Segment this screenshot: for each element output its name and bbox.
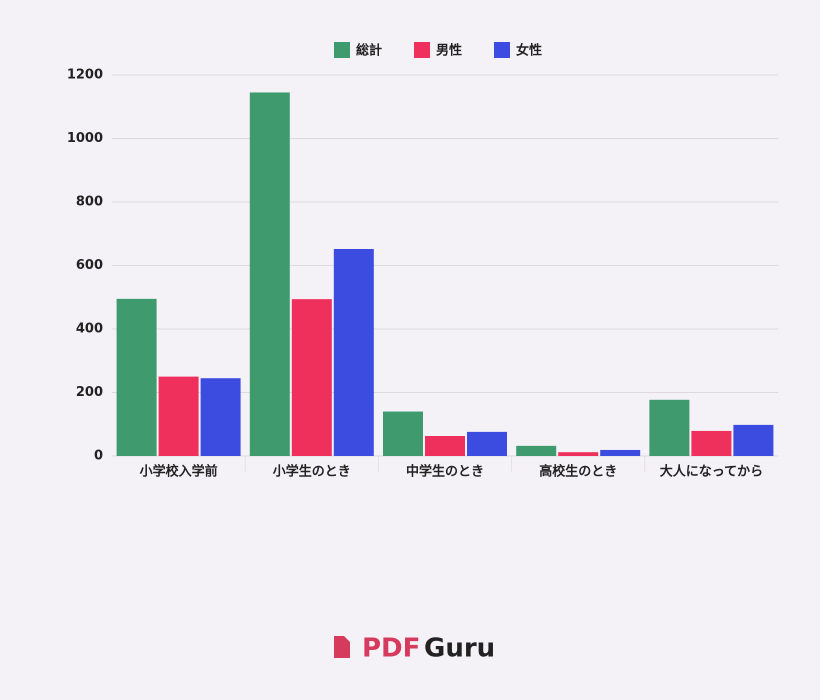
legend-label: 男性 — [436, 43, 462, 59]
x-tick-label: 大人になってから — [660, 464, 763, 480]
bar — [733, 424, 774, 456]
bar — [333, 248, 374, 456]
y-tick-label: 0 — [94, 449, 103, 464]
bar — [249, 92, 290, 457]
bar — [200, 378, 241, 456]
legend-swatch — [334, 42, 350, 58]
legend-swatch — [494, 42, 510, 58]
bar — [600, 449, 641, 456]
legend: 総計 男性 女性 — [334, 42, 542, 59]
x-tick-label: 高校生のとき — [539, 464, 617, 480]
bar — [291, 299, 332, 456]
bar — [116, 298, 157, 456]
legend-label: 女性 — [516, 43, 542, 59]
legend-swatch — [414, 42, 430, 58]
y-tick-label: 800 — [76, 195, 103, 210]
bar — [558, 452, 599, 456]
bar — [516, 445, 557, 456]
x-tick-label: 中学生のとき — [406, 464, 484, 480]
legend-label: 総計 — [356, 43, 382, 59]
logo-mark: PDF — [362, 634, 420, 664]
x-tick-label: 小学校入学前 — [140, 464, 218, 480]
bar — [467, 431, 507, 456]
bar — [691, 430, 732, 456]
bar — [158, 376, 199, 456]
x-tick-label: 小学生のとき — [273, 464, 351, 480]
bar — [425, 435, 465, 456]
y-tick-label: 600 — [76, 258, 103, 273]
y-tick-label: 1200 — [67, 68, 103, 83]
logo-icon — [334, 636, 350, 658]
bar — [649, 399, 690, 456]
y-tick-label: 200 — [76, 385, 103, 400]
y-tick-label: 1000 — [67, 131, 103, 146]
bar — [383, 411, 423, 456]
y-tick-label: 400 — [76, 322, 103, 337]
logo: PDF Guru — [334, 634, 495, 664]
logo-name: Guru — [424, 634, 495, 664]
